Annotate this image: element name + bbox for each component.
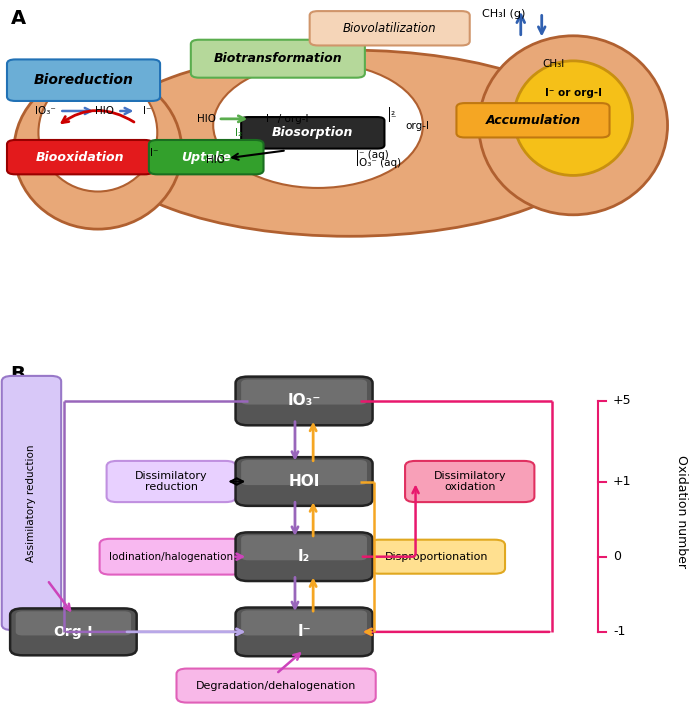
Text: HIO: HIO [196,114,216,124]
Ellipse shape [14,72,182,229]
Text: I₂: I₂ [388,107,395,117]
Ellipse shape [479,36,668,215]
FancyBboxPatch shape [149,140,264,174]
Text: I⁻ / org-I: I⁻ / org-I [266,114,308,124]
Text: HIO: HIO [95,106,115,116]
FancyBboxPatch shape [405,461,534,502]
Text: IO₃⁻: IO₃⁻ [287,394,321,408]
Ellipse shape [213,62,423,188]
Text: +5: +5 [613,395,632,407]
FancyBboxPatch shape [241,460,367,485]
Text: I⁻ or org-I: I⁻ or org-I [545,88,602,98]
Text: I⁻: I⁻ [143,106,151,116]
Text: CH₃I (g): CH₃I (g) [482,9,525,19]
Text: HIO: HIO [206,155,225,165]
Text: Dissimilatory
oxidation: Dissimilatory oxidation [433,470,506,493]
FancyBboxPatch shape [191,39,365,77]
Text: +1: +1 [613,475,631,488]
FancyBboxPatch shape [241,379,367,405]
Ellipse shape [38,73,157,192]
FancyBboxPatch shape [15,611,131,636]
Ellipse shape [514,61,633,175]
FancyBboxPatch shape [369,540,505,574]
FancyBboxPatch shape [241,117,384,149]
Text: I⁻: I⁻ [150,148,158,158]
FancyBboxPatch shape [236,607,373,656]
FancyBboxPatch shape [236,377,373,425]
FancyBboxPatch shape [236,457,373,505]
Text: Uptake: Uptake [181,150,231,164]
Text: Org-I: Org-I [54,625,93,639]
FancyBboxPatch shape [106,461,236,502]
Text: I⁻: I⁻ [388,114,396,124]
Text: Biosorption: Biosorption [272,126,354,140]
Text: Biotransformation: Biotransformation [213,52,343,65]
Text: I⁻ (aq): I⁻ (aq) [356,150,389,160]
FancyBboxPatch shape [1,376,62,630]
Text: Biooxidation: Biooxidation [36,150,124,164]
Text: 0: 0 [613,550,621,563]
Text: Disproportionation: Disproportionation [385,552,489,561]
Text: HOI: HOI [289,474,319,489]
FancyBboxPatch shape [176,669,376,702]
FancyBboxPatch shape [100,538,243,574]
Text: A: A [10,9,26,28]
Text: I⁻: I⁻ [297,624,311,639]
FancyBboxPatch shape [456,103,610,137]
FancyBboxPatch shape [310,11,470,46]
Text: CH₃I: CH₃I [542,59,565,69]
Text: -1: -1 [613,625,626,639]
Text: org-I: org-I [405,121,429,131]
FancyBboxPatch shape [7,59,160,101]
FancyBboxPatch shape [10,609,137,655]
Text: Accumulation: Accumulation [485,114,581,127]
Text: Assimilatory reduction: Assimilatory reduction [27,444,36,562]
FancyBboxPatch shape [241,610,367,636]
Ellipse shape [98,50,601,236]
Text: Degradation/dehalogenation: Degradation/dehalogenation [196,681,356,690]
Text: Dissimilatory
reduction: Dissimilatory reduction [135,470,208,493]
Text: Iodination/halogenation: Iodination/halogenation [109,552,233,561]
Text: Biovolatilization: Biovolatilization [343,21,436,35]
FancyBboxPatch shape [236,533,373,581]
Text: IO₃⁻ (aq): IO₃⁻ (aq) [356,158,402,168]
FancyBboxPatch shape [7,140,153,174]
Text: IO₃⁻: IO₃⁻ [35,106,56,116]
FancyBboxPatch shape [241,536,367,560]
Text: I₂: I₂ [236,128,243,138]
Text: I₂: I₂ [298,549,310,564]
Text: Bioreduction: Bioreduction [34,73,134,87]
Text: Oxidation number: Oxidation number [675,455,688,569]
Text: B: B [10,365,25,384]
